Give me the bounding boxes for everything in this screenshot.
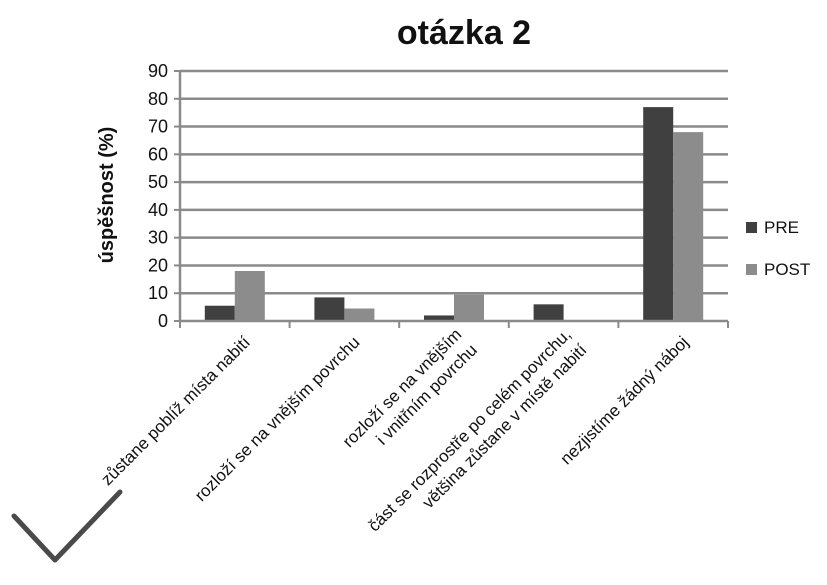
bar-pre-3 <box>533 304 564 321</box>
bar-pre-4 <box>643 107 674 321</box>
bars <box>204 107 704 321</box>
y-tick-label: 80 <box>148 89 168 109</box>
y-tick-label: 70 <box>148 117 168 137</box>
bar-post-2 <box>454 294 484 321</box>
bar-post-1 <box>344 308 375 321</box>
y-tick-label: 0 <box>158 311 168 331</box>
y-tick-label: 20 <box>148 255 168 275</box>
y-tick-label: 60 <box>148 144 168 164</box>
legend-label-pre: PRE <box>764 218 799 237</box>
legend-swatch-post <box>746 264 757 275</box>
y-tick-label: 40 <box>148 200 168 220</box>
bar-pre-0 <box>204 305 235 321</box>
legend-swatch-pre <box>746 222 757 233</box>
checkmark-icon <box>11 489 123 563</box>
chart-title: otázka 2 <box>397 14 531 52</box>
y-tick-label: 90 <box>148 61 168 81</box>
y-axis-label: úspěšnost (%) <box>96 127 118 264</box>
y-axis-ticks: 0 10 20 30 40 50 60 70 80 90 <box>148 61 180 331</box>
bar-pre-2 <box>424 315 454 321</box>
y-tick-label: 10 <box>148 283 168 303</box>
y-tick-label: 30 <box>148 228 168 248</box>
bar-pre-1 <box>314 297 345 321</box>
gridlines <box>180 69 728 295</box>
bar-post-4 <box>673 132 704 321</box>
axes <box>178 71 729 328</box>
category-label: část se rozprostře po celém povrchu,větš… <box>364 325 590 551</box>
y-tick-label: 50 <box>148 172 168 192</box>
bar-post-0 <box>234 271 265 321</box>
legend: PRE POST <box>746 218 810 279</box>
legend-label-post: POST <box>764 260 810 279</box>
